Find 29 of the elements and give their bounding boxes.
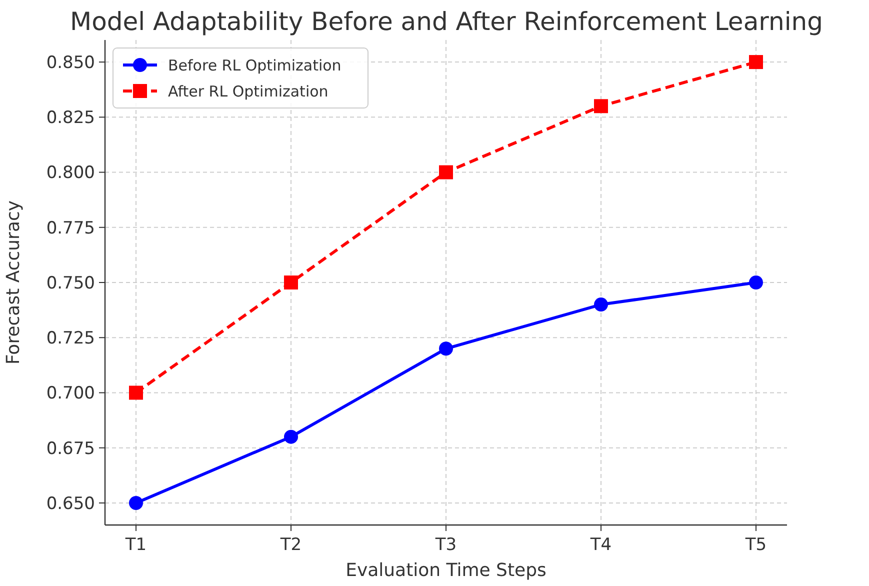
x-axis-title: Evaluation Time Steps <box>346 560 546 581</box>
point <box>284 430 298 444</box>
y-tick-label: 0.800 <box>46 163 95 184</box>
x-tick-label: T3 <box>434 535 457 555</box>
legend-label: Before RL Optimization <box>168 56 342 74</box>
y-tick-label: 0.725 <box>46 328 95 349</box>
x-tick-label: T2 <box>279 535 302 555</box>
x-tick-label: T1 <box>124 535 147 555</box>
y-axis-title: Forecast Accuracy <box>3 200 24 365</box>
x-tick-label: T4 <box>589 535 612 555</box>
y-tick-label: 0.750 <box>46 273 95 294</box>
point <box>594 298 608 312</box>
point <box>749 276 763 290</box>
y-tick-label: 0.850 <box>46 52 95 73</box>
point <box>749 55 763 70</box>
x-tick-label: T5 <box>744 535 767 555</box>
y-tick-label: 0.675 <box>46 438 95 459</box>
point <box>439 342 453 356</box>
y-tick-label: 0.775 <box>46 218 95 238</box>
point <box>129 386 143 400</box>
point <box>439 165 453 180</box>
point <box>129 496 143 510</box>
y-tick-label: 0.650 <box>46 494 95 514</box>
point <box>594 99 608 114</box>
point <box>284 276 298 290</box>
y-tick-label: 0.700 <box>46 384 95 404</box>
y-tick-label: 0.825 <box>46 108 95 128</box>
chart-title: Model Adaptability Before and After Reinforcement Learning <box>70 7 823 36</box>
legend-label: After RL Optimization <box>168 82 328 100</box>
